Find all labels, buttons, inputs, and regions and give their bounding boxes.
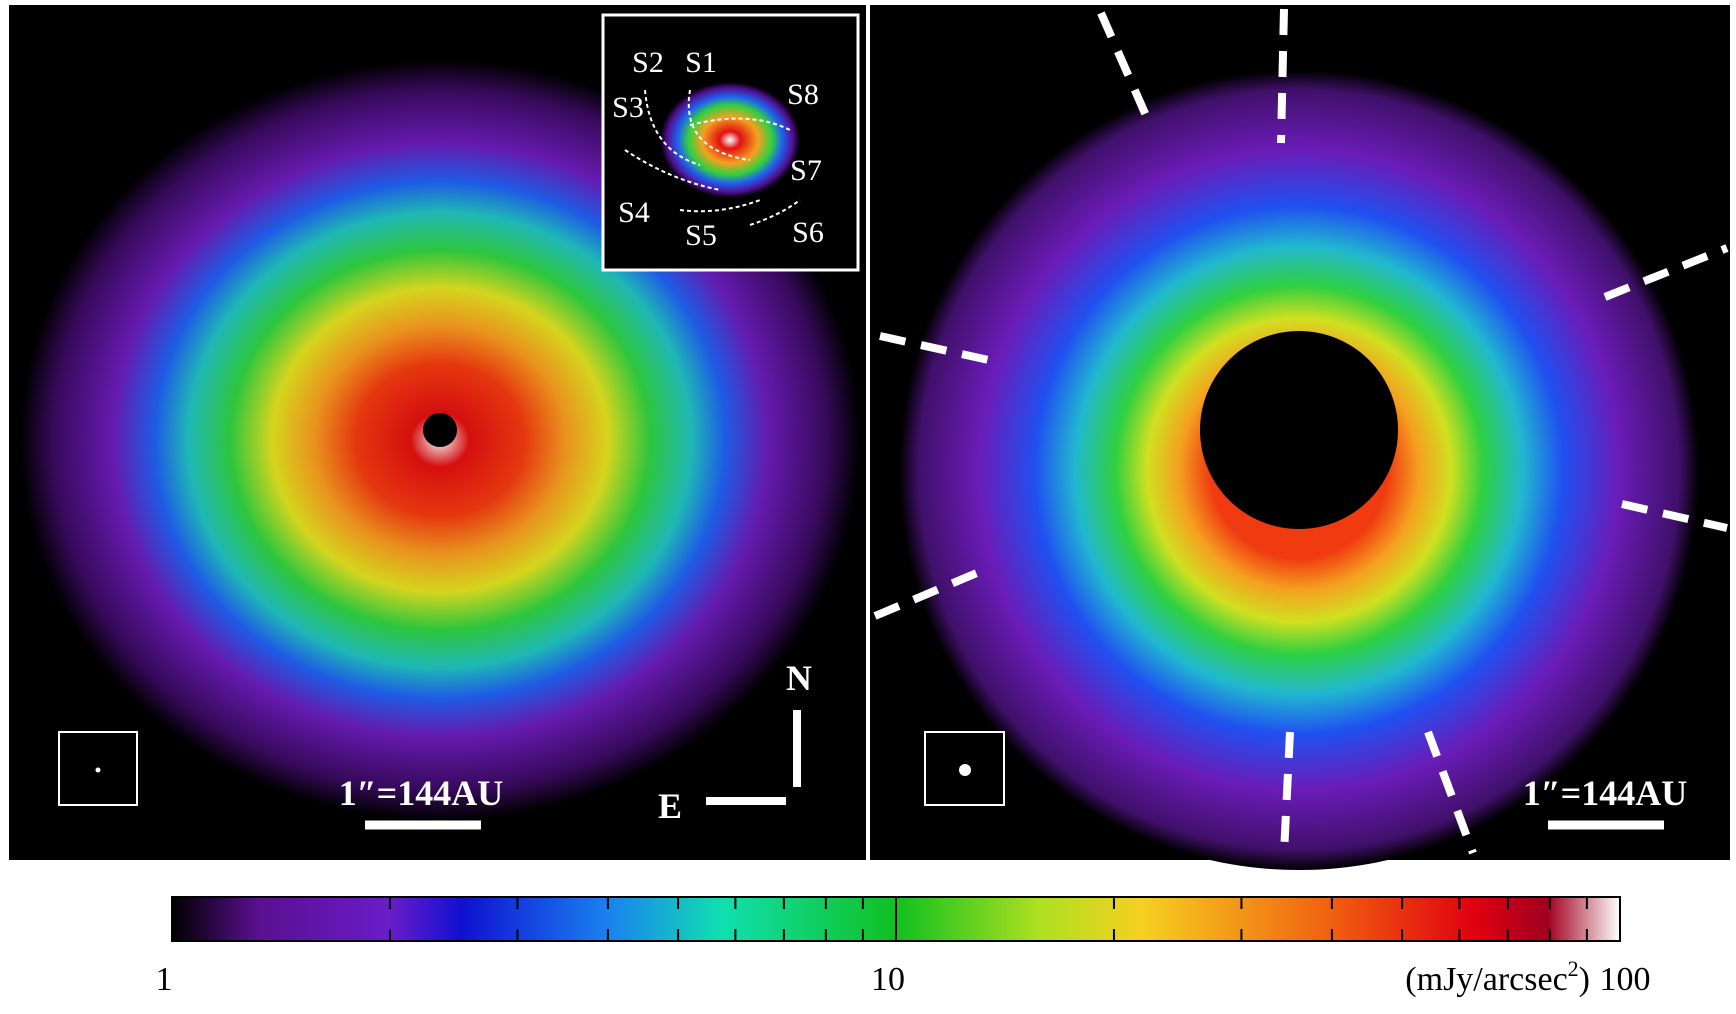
inset-label: S6 bbox=[792, 216, 824, 249]
tick-label: 100 bbox=[1600, 961, 1651, 998]
inset-label: S4 bbox=[618, 196, 650, 229]
inset-label: S8 bbox=[787, 78, 819, 111]
inset-disk bbox=[660, 82, 800, 198]
north-label: N bbox=[786, 658, 812, 698]
beam bbox=[96, 768, 101, 773]
scale-label: 1″=144AU bbox=[339, 773, 503, 813]
unit-prefix: (mJy/arcsec bbox=[1405, 961, 1567, 998]
page: 1″=144AU N E 1″=144AU (mJy/arcsec2) S2 S1… bbox=[0, 0, 1736, 1014]
unit-suffix: ) bbox=[1579, 961, 1590, 998]
unit-label: (mJy/arcsec2) bbox=[1405, 956, 1590, 998]
scale-label: 1″=144AU bbox=[1523, 773, 1687, 813]
beam bbox=[959, 764, 971, 776]
tick-label: 1 bbox=[156, 961, 173, 998]
inset-label: S7 bbox=[790, 154, 822, 187]
east-label: E bbox=[658, 786, 682, 826]
unit-exponent: 2 bbox=[1568, 956, 1579, 981]
coronagraph-mask bbox=[1200, 331, 1398, 529]
inset-label: S1 bbox=[685, 46, 717, 79]
figure: 1″=144AU N E 1″=144AU (mJy/arcsec2) S2 S1… bbox=[0, 0, 1736, 1014]
inset-label: S5 bbox=[685, 219, 717, 252]
mask bbox=[423, 413, 457, 447]
inset-label: S2 bbox=[632, 46, 664, 79]
tick-label: 10 bbox=[871, 961, 905, 998]
inset-label: S3 bbox=[612, 91, 644, 124]
